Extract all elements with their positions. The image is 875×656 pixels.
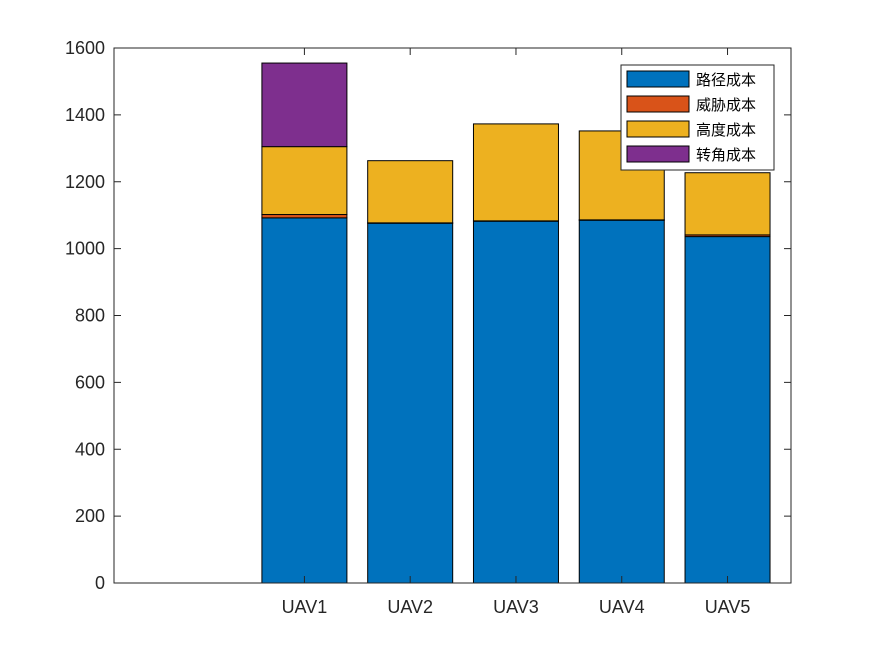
bar-uav5-series-3 [684,172,771,236]
bar-uav5-series-1 [684,236,771,584]
bar-uav2-series-3 [367,160,454,224]
legend-swatch [626,95,690,113]
y-tick-label: 200 [75,506,105,526]
y-tick-label: 1200 [65,172,105,192]
y-tick-label: 1400 [65,105,105,125]
legend-label: 路径成本 [696,71,756,89]
legend-label: 高度成本 [696,121,756,139]
y-tick-label: 1600 [65,38,105,58]
legend-swatch [626,120,690,138]
x-tick-label: UAV3 [493,597,539,617]
bar-uav1-series-2 [261,214,348,219]
bar-uav3-series-3 [472,123,559,222]
x-tick-label: UAV1 [282,597,328,617]
legend-swatch [626,145,690,163]
y-axis: 0 200 400 600 800 1000 1200 1400 1600 [65,38,791,593]
legend-label: 威胁成本 [696,96,756,114]
bars-layer [261,62,771,584]
bar-uav2-series-1 [367,222,454,584]
x-tick-label: UAV2 [387,597,433,617]
y-tick-label: 600 [75,372,105,392]
x-tick-label: UAV4 [599,597,645,617]
y-tick-label: 1000 [65,239,105,259]
legend-label: 转角成本 [696,146,756,164]
y-tick-label: 800 [75,306,105,326]
x-axis: UAV1 UAV2 UAV3 UAV4 UAV5 [282,48,751,617]
bar-uav3-series-1 [472,220,559,584]
bar-uav1-series-1 [261,217,348,584]
bar-uav1-series-4 [261,62,348,148]
y-tick-label: 0 [95,573,105,593]
y-tick-label: 400 [75,439,105,459]
bar-uav4-series-1 [578,219,665,584]
x-tick-label: UAV5 [705,597,751,617]
bar-uav1-series-3 [261,146,348,216]
legend-swatch [626,70,690,88]
